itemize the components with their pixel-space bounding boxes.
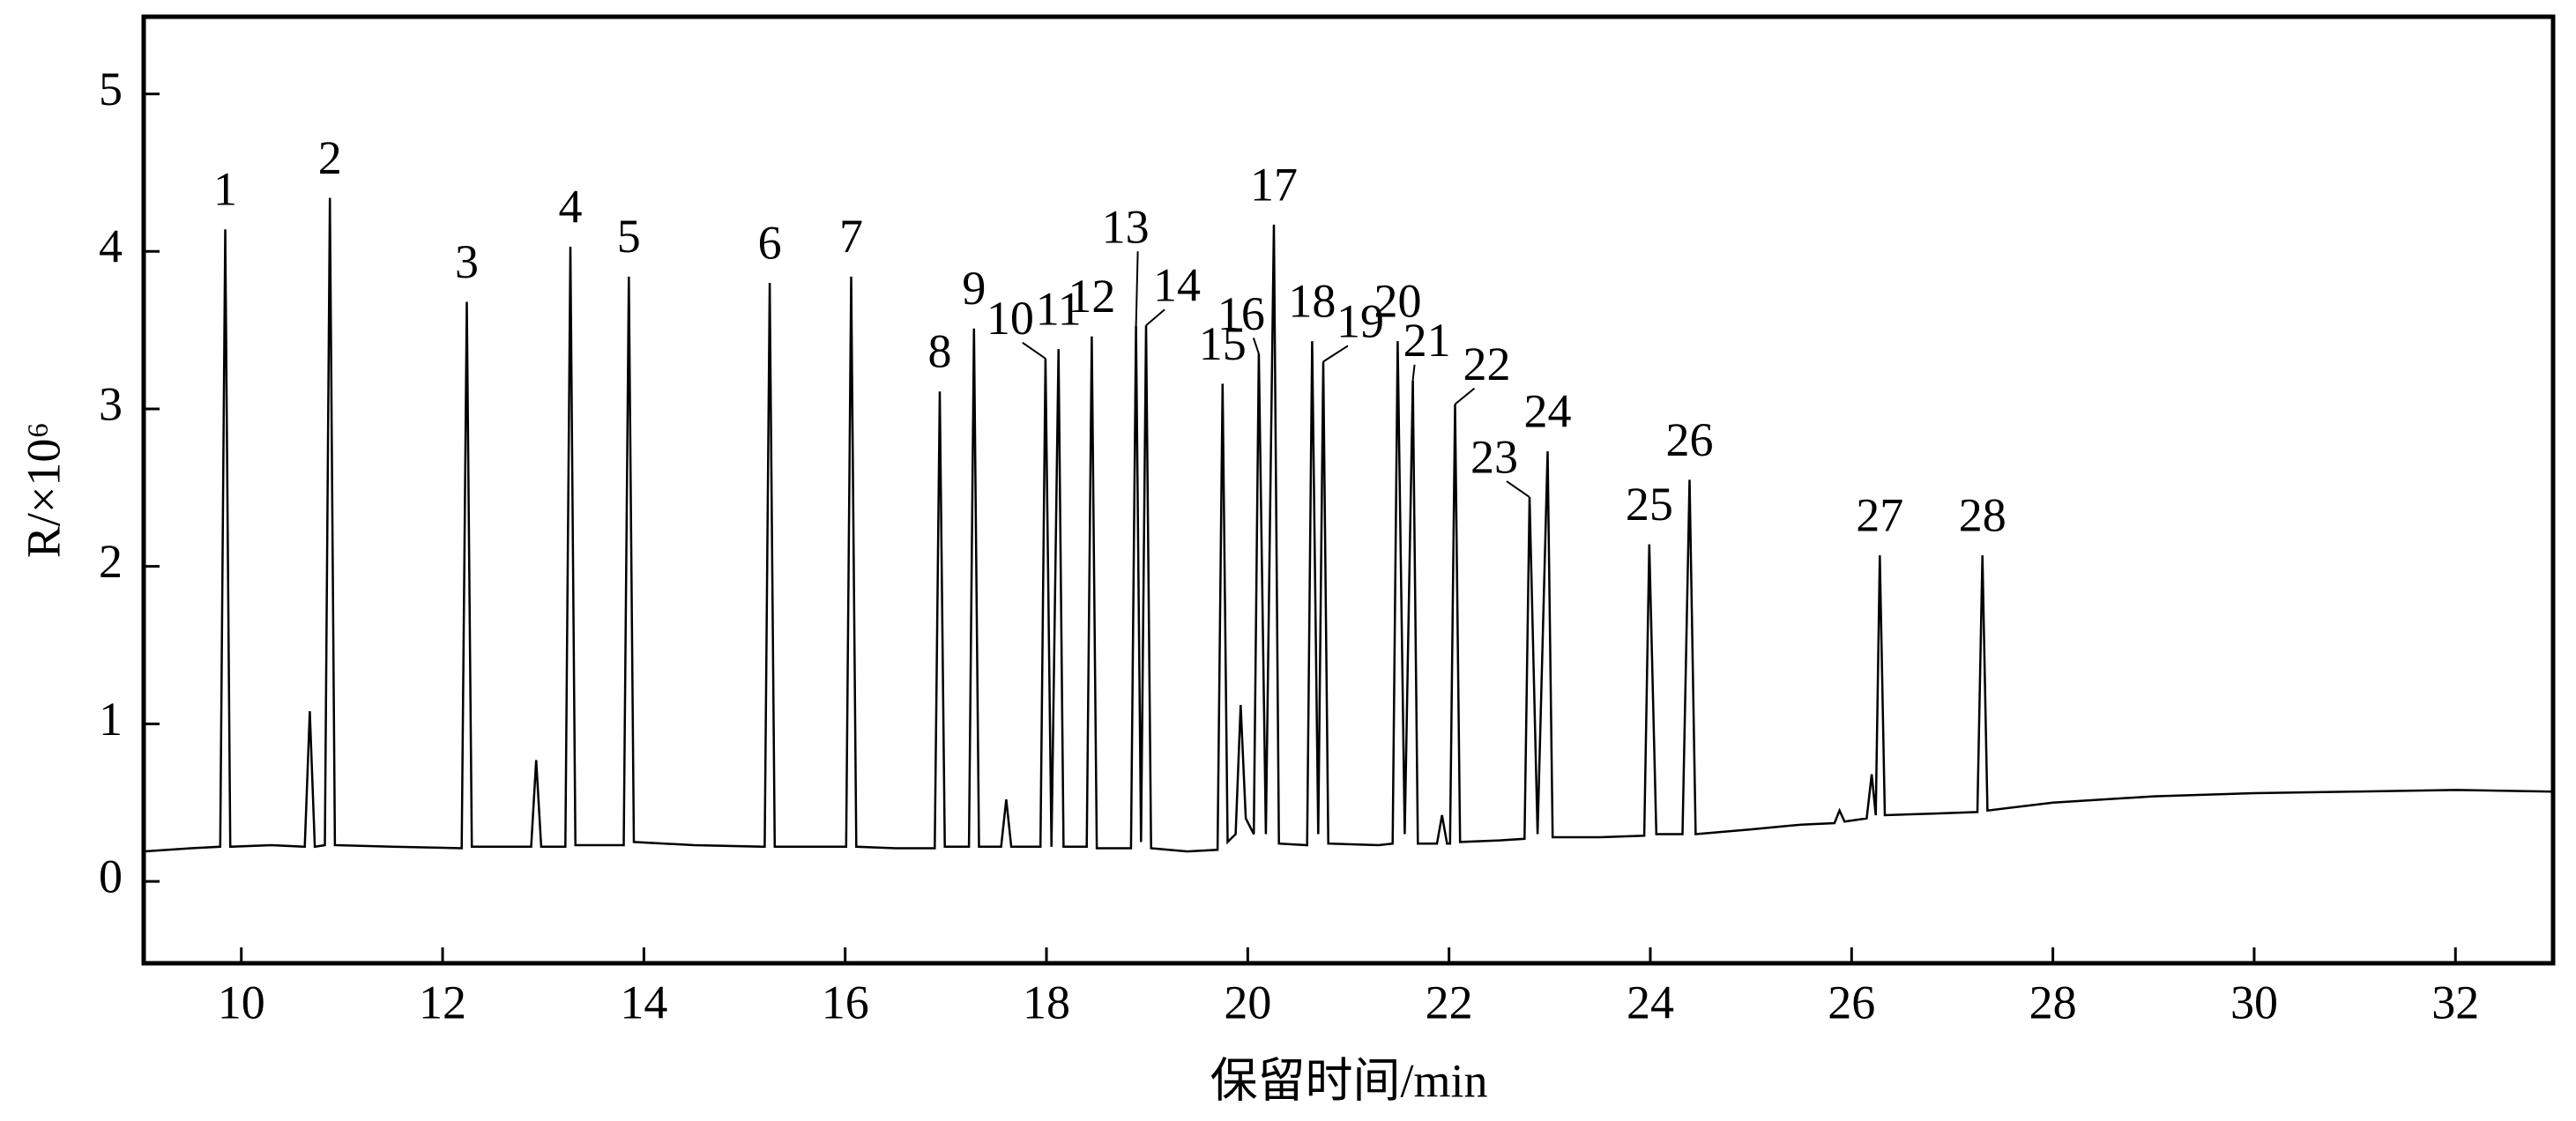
peak-label: 20 [1374, 275, 1421, 328]
peak-label: 1 [213, 163, 237, 216]
x-tick-label: 10 [218, 976, 265, 1028]
peak-label: 27 [1856, 489, 1903, 542]
peak-label: 13 [1102, 201, 1150, 254]
peak-label: 26 [1666, 413, 1714, 466]
leader-line [1454, 387, 1476, 405]
peak-label: 5 [617, 210, 641, 263]
leader-line [1022, 341, 1046, 360]
peak-label: 19 [1336, 295, 1384, 348]
x-tick-label: 12 [419, 976, 466, 1028]
x-tick-label: 24 [1627, 976, 1674, 1028]
leader-line [1145, 308, 1165, 327]
leader-line [1411, 364, 1416, 381]
y-tick-label: 4 [99, 220, 123, 273]
y-tick-label: 5 [99, 63, 123, 115]
peak-label: 7 [839, 210, 863, 263]
peak-label: 8 [928, 325, 952, 378]
x-tick-label: 22 [1426, 976, 1473, 1028]
leader-line [1135, 251, 1139, 326]
x-tick-label: 18 [1023, 976, 1070, 1028]
peak-label: 25 [1626, 478, 1673, 531]
x-tick-label: 20 [1224, 976, 1271, 1028]
leader-line [1322, 345, 1349, 363]
peak-label: 23 [1470, 430, 1518, 483]
y-tick-label: 1 [99, 693, 123, 746]
trace [143, 197, 2554, 853]
y-tick-label: 3 [99, 377, 123, 430]
peak-label: 21 [1403, 314, 1451, 367]
peak-label: 3 [455, 235, 479, 288]
peak-label: 10 [986, 292, 1034, 345]
peak-label: 6 [758, 216, 782, 269]
y-tick-label: 0 [99, 850, 123, 902]
x-tick-label: 32 [2431, 976, 2479, 1028]
peak-label: 18 [1288, 275, 1336, 328]
peak-label: 9 [962, 262, 986, 315]
peak-label: 22 [1463, 338, 1511, 390]
x-tick-label: 26 [1828, 976, 1875, 1028]
x-tick-label: 28 [2029, 976, 2077, 1028]
peak-label: 2 [318, 131, 342, 184]
x-tick-label: 30 [2230, 976, 2278, 1028]
peak-label: 4 [559, 180, 583, 233]
peak-label: 14 [1153, 259, 1201, 312]
peak-label: 24 [1524, 385, 1572, 438]
x-tick-label: 16 [822, 976, 869, 1028]
peak-label: 16 [1217, 287, 1265, 340]
y-tick-label: 2 [99, 535, 123, 588]
y-axis-label: R/×10⁶ [17, 422, 70, 558]
peak-label: 17 [1250, 158, 1298, 211]
plot-frame [141, 14, 2556, 966]
leader-line [1252, 338, 1260, 354]
peak-label: 11 [1036, 282, 1082, 335]
peak-label: 12 [1068, 270, 1115, 323]
x-axis-label: 保留时间/min [1210, 1054, 1487, 1107]
peak-label: 15 [1199, 317, 1247, 370]
x-tick-label: 14 [620, 976, 667, 1028]
leader-line [1506, 480, 1530, 498]
peak-label: 28 [1959, 489, 2006, 542]
